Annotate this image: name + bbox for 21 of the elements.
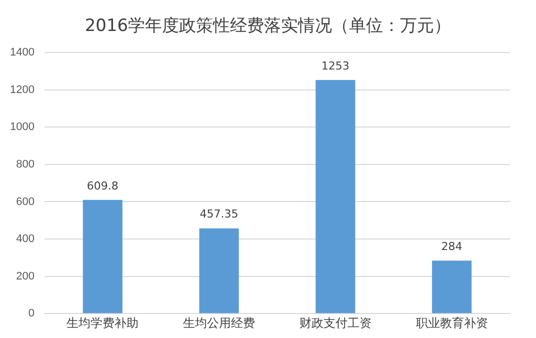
data-label: 457.35 (200, 208, 238, 221)
chart-title: 2016学年度政策性经费落实情况（单位：万元） (84, 15, 452, 37)
y-tick-label: 1200 (10, 84, 34, 96)
bar (316, 80, 356, 314)
x-tick-label: 财政支付工资 (299, 316, 372, 330)
data-label: 284 (441, 240, 462, 254)
x-tick-label: 生均公用经费 (183, 316, 256, 330)
data-label: 609.8 (86, 179, 118, 192)
y-tick-label: 1000 (10, 121, 34, 134)
y-tick-label: 1400 (10, 46, 34, 59)
bar (432, 260, 472, 314)
x-tick-label: 职业教育补资 (416, 316, 488, 330)
bar (82, 200, 122, 314)
y-tick-label: 800 (16, 158, 34, 170)
data-label: 1253 (321, 59, 350, 72)
y-tick-label: 600 (16, 196, 34, 208)
x-tick-label: 生均学费补助 (66, 316, 139, 330)
bar (199, 228, 239, 314)
y-tick-label: 0 (28, 308, 34, 320)
y-tick-label: 200 (16, 270, 34, 282)
y-tick-label: 400 (16, 233, 34, 246)
